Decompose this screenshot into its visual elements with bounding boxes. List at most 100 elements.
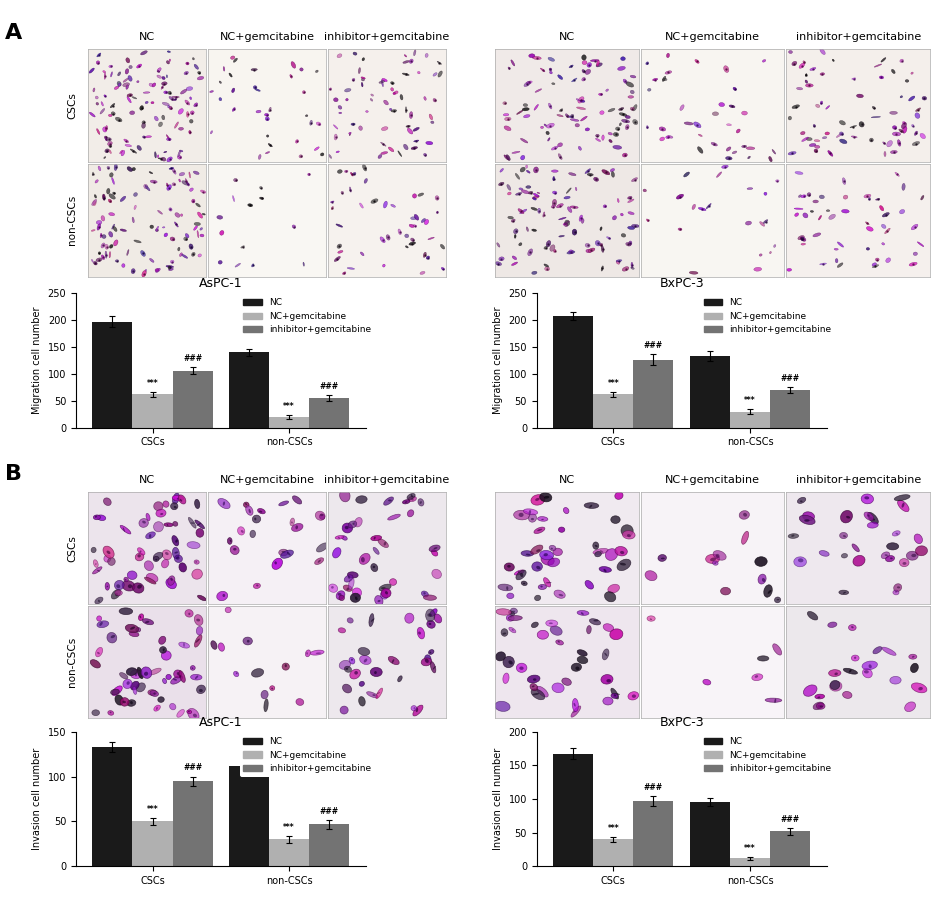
Ellipse shape [314,147,319,150]
Ellipse shape [106,188,110,194]
Ellipse shape [179,127,183,130]
Ellipse shape [732,151,737,154]
Ellipse shape [523,104,527,106]
Ellipse shape [850,126,857,127]
Ellipse shape [916,546,927,556]
Ellipse shape [626,242,631,246]
Ellipse shape [155,268,159,271]
Ellipse shape [377,600,381,602]
Ellipse shape [921,196,924,200]
Ellipse shape [884,554,888,556]
Ellipse shape [172,168,176,174]
Ellipse shape [167,185,171,190]
Ellipse shape [346,668,349,671]
Ellipse shape [898,139,901,147]
Ellipse shape [504,117,511,121]
Ellipse shape [170,578,173,581]
Ellipse shape [162,651,171,660]
Ellipse shape [716,172,722,177]
Ellipse shape [104,136,107,138]
Ellipse shape [158,697,164,703]
Ellipse shape [359,203,363,208]
Ellipse shape [868,664,872,668]
Ellipse shape [900,59,903,62]
Ellipse shape [370,535,382,541]
Ellipse shape [546,123,554,128]
Ellipse shape [619,113,627,116]
Ellipse shape [171,675,182,684]
Ellipse shape [413,127,419,131]
Ellipse shape [418,632,421,634]
Ellipse shape [114,240,118,246]
Ellipse shape [608,108,615,112]
Ellipse shape [904,702,916,712]
Ellipse shape [535,89,541,92]
Ellipse shape [416,708,418,713]
Ellipse shape [348,571,358,578]
Ellipse shape [329,584,337,592]
Ellipse shape [853,555,865,566]
Ellipse shape [153,693,156,694]
Ellipse shape [532,271,537,275]
Ellipse shape [424,96,427,100]
Ellipse shape [617,261,619,264]
Ellipse shape [167,51,170,53]
Ellipse shape [859,122,865,127]
Ellipse shape [519,243,522,246]
Ellipse shape [381,126,388,130]
Ellipse shape [124,139,128,143]
Ellipse shape [370,563,378,571]
Ellipse shape [196,529,203,537]
Ellipse shape [892,132,901,136]
Ellipse shape [835,258,838,263]
Ellipse shape [410,238,414,241]
Ellipse shape [809,144,816,147]
Ellipse shape [230,540,232,542]
Ellipse shape [124,78,128,82]
Ellipse shape [521,551,534,556]
Ellipse shape [544,247,547,249]
Ellipse shape [154,116,159,121]
Ellipse shape [97,515,105,521]
Ellipse shape [337,169,342,174]
Ellipse shape [100,108,104,114]
Ellipse shape [167,524,168,526]
Ellipse shape [775,180,779,182]
Ellipse shape [428,622,431,625]
Ellipse shape [880,76,884,79]
Ellipse shape [801,243,806,245]
Ellipse shape [818,705,822,708]
Legend: NC, NC+gemcitabine, inhibitor+gemcitabine: NC, NC+gemcitabine, inhibitor+gemcitabin… [240,733,374,777]
Ellipse shape [851,655,859,661]
Ellipse shape [351,123,355,126]
Ellipse shape [869,138,873,142]
Ellipse shape [364,659,368,662]
Ellipse shape [95,179,98,183]
Ellipse shape [536,550,541,552]
Ellipse shape [333,97,338,102]
Ellipse shape [430,662,436,672]
Ellipse shape [512,151,520,154]
Ellipse shape [623,79,627,84]
Ellipse shape [816,703,825,709]
Ellipse shape [813,703,824,710]
Ellipse shape [880,206,884,211]
Ellipse shape [127,94,133,96]
Ellipse shape [104,73,105,79]
Ellipse shape [250,531,256,538]
Ellipse shape [559,217,566,220]
Ellipse shape [866,248,869,250]
Ellipse shape [196,203,200,207]
Text: ###: ### [781,374,800,383]
Ellipse shape [90,660,101,668]
Ellipse shape [817,696,821,698]
Ellipse shape [174,506,177,509]
Ellipse shape [599,551,603,553]
Ellipse shape [362,57,365,61]
Ellipse shape [795,171,803,175]
Bar [132,394,173,428]
Ellipse shape [726,147,731,151]
Ellipse shape [373,547,379,554]
Ellipse shape [532,685,535,687]
Ellipse shape [557,204,563,207]
